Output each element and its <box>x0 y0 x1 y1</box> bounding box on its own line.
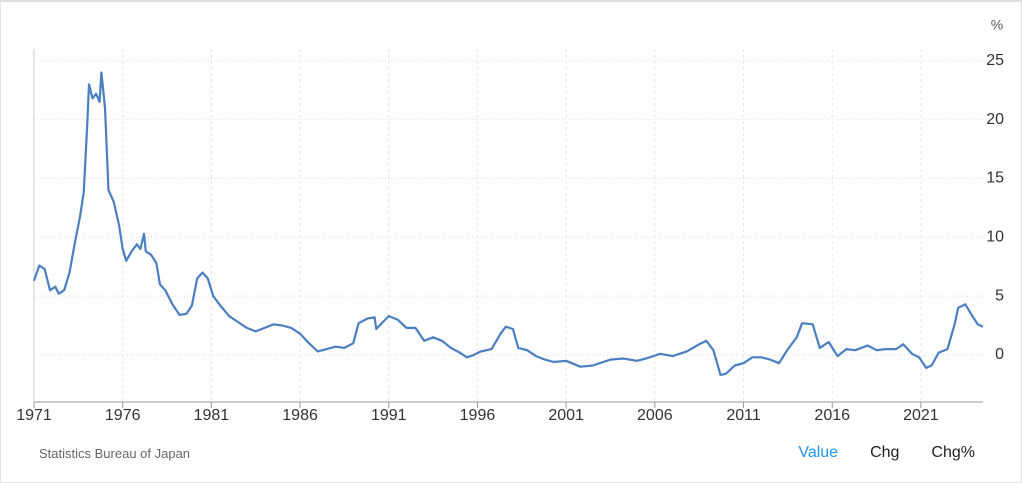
tab[interactable]: Chg <box>870 444 900 461</box>
tab[interactable]: Value <box>798 444 839 461</box>
x-tick-label: 1976 <box>105 407 141 424</box>
y-unit: % <box>991 17 1003 33</box>
x-tick-label: 1981 <box>194 407 230 424</box>
x-tick-label: 2016 <box>814 407 850 424</box>
source: Statistics Bureau of Japan <box>39 446 191 461</box>
line <box>32 71 984 376</box>
x-tick-label: 1971 <box>16 407 52 424</box>
y-tick-label: 0 <box>995 346 1004 363</box>
chart: % 0 5 10 15 20 25 1971 1976 1981 1986 1991 1996 2001… <box>16 17 1004 425</box>
y-tick-label: 5 <box>995 287 1004 304</box>
x-tick-label: 2001 <box>548 407 584 424</box>
x-tick-label: 2021 <box>903 407 939 424</box>
x-tick-label: 1986 <box>282 407 318 424</box>
y-tick-label: 10 <box>986 228 1004 245</box>
y-tick-label: 20 <box>986 111 1004 128</box>
x-tick-label: 2006 <box>637 407 673 424</box>
tabs: Value Chg Chg% <box>798 444 975 462</box>
y-tick-label: 15 <box>986 170 1004 187</box>
x-tick-label: 1991 <box>371 407 407 424</box>
x-tick-label: 2011 <box>726 407 761 424</box>
y-tick-label: 25 <box>986 52 1004 69</box>
x-tick-label: 1996 <box>460 407 496 424</box>
tab[interactable]: Chg% <box>931 444 975 461</box>
